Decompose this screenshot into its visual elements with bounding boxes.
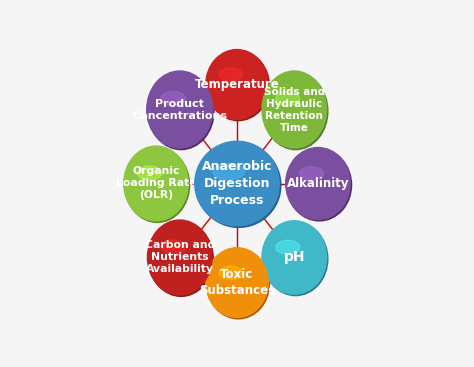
Ellipse shape <box>213 164 245 180</box>
Ellipse shape <box>276 240 300 254</box>
Text: Temperature: Temperature <box>195 78 279 91</box>
Text: Anaerobic
Digestion
Process: Anaerobic Digestion Process <box>202 160 272 207</box>
Text: Alkalinity: Alkalinity <box>287 177 349 190</box>
Text: Product
Concentrations: Product Concentrations <box>132 99 227 120</box>
Ellipse shape <box>263 73 328 150</box>
Ellipse shape <box>161 240 185 254</box>
Text: Organic
Loading Rate
(OLR): Organic Loading Rate (OLR) <box>116 167 196 200</box>
Ellipse shape <box>147 71 213 148</box>
Ellipse shape <box>161 91 185 106</box>
Ellipse shape <box>262 71 327 148</box>
Text: Solids and
Hydraulic
Retention
Time: Solids and Hydraulic Retention Time <box>264 87 325 132</box>
Ellipse shape <box>137 166 162 180</box>
Text: Carbon and
Nutrients
Availability: Carbon and Nutrients Availability <box>145 240 215 275</box>
Ellipse shape <box>276 91 300 106</box>
Ellipse shape <box>286 148 350 219</box>
Ellipse shape <box>206 248 268 317</box>
Ellipse shape <box>287 149 352 221</box>
Ellipse shape <box>219 266 243 279</box>
Ellipse shape <box>206 50 268 119</box>
Ellipse shape <box>149 222 213 297</box>
Ellipse shape <box>207 249 269 319</box>
Ellipse shape <box>263 222 328 296</box>
Text: pH: pH <box>283 250 305 265</box>
Ellipse shape <box>124 146 188 221</box>
Ellipse shape <box>125 148 190 222</box>
Ellipse shape <box>300 167 324 180</box>
Ellipse shape <box>262 221 327 294</box>
Ellipse shape <box>197 143 281 228</box>
Ellipse shape <box>147 220 212 295</box>
Ellipse shape <box>219 68 243 81</box>
Ellipse shape <box>195 141 279 226</box>
Text: Toxic
Substances: Toxic Substances <box>199 268 275 297</box>
Ellipse shape <box>148 73 214 150</box>
Ellipse shape <box>207 51 269 121</box>
